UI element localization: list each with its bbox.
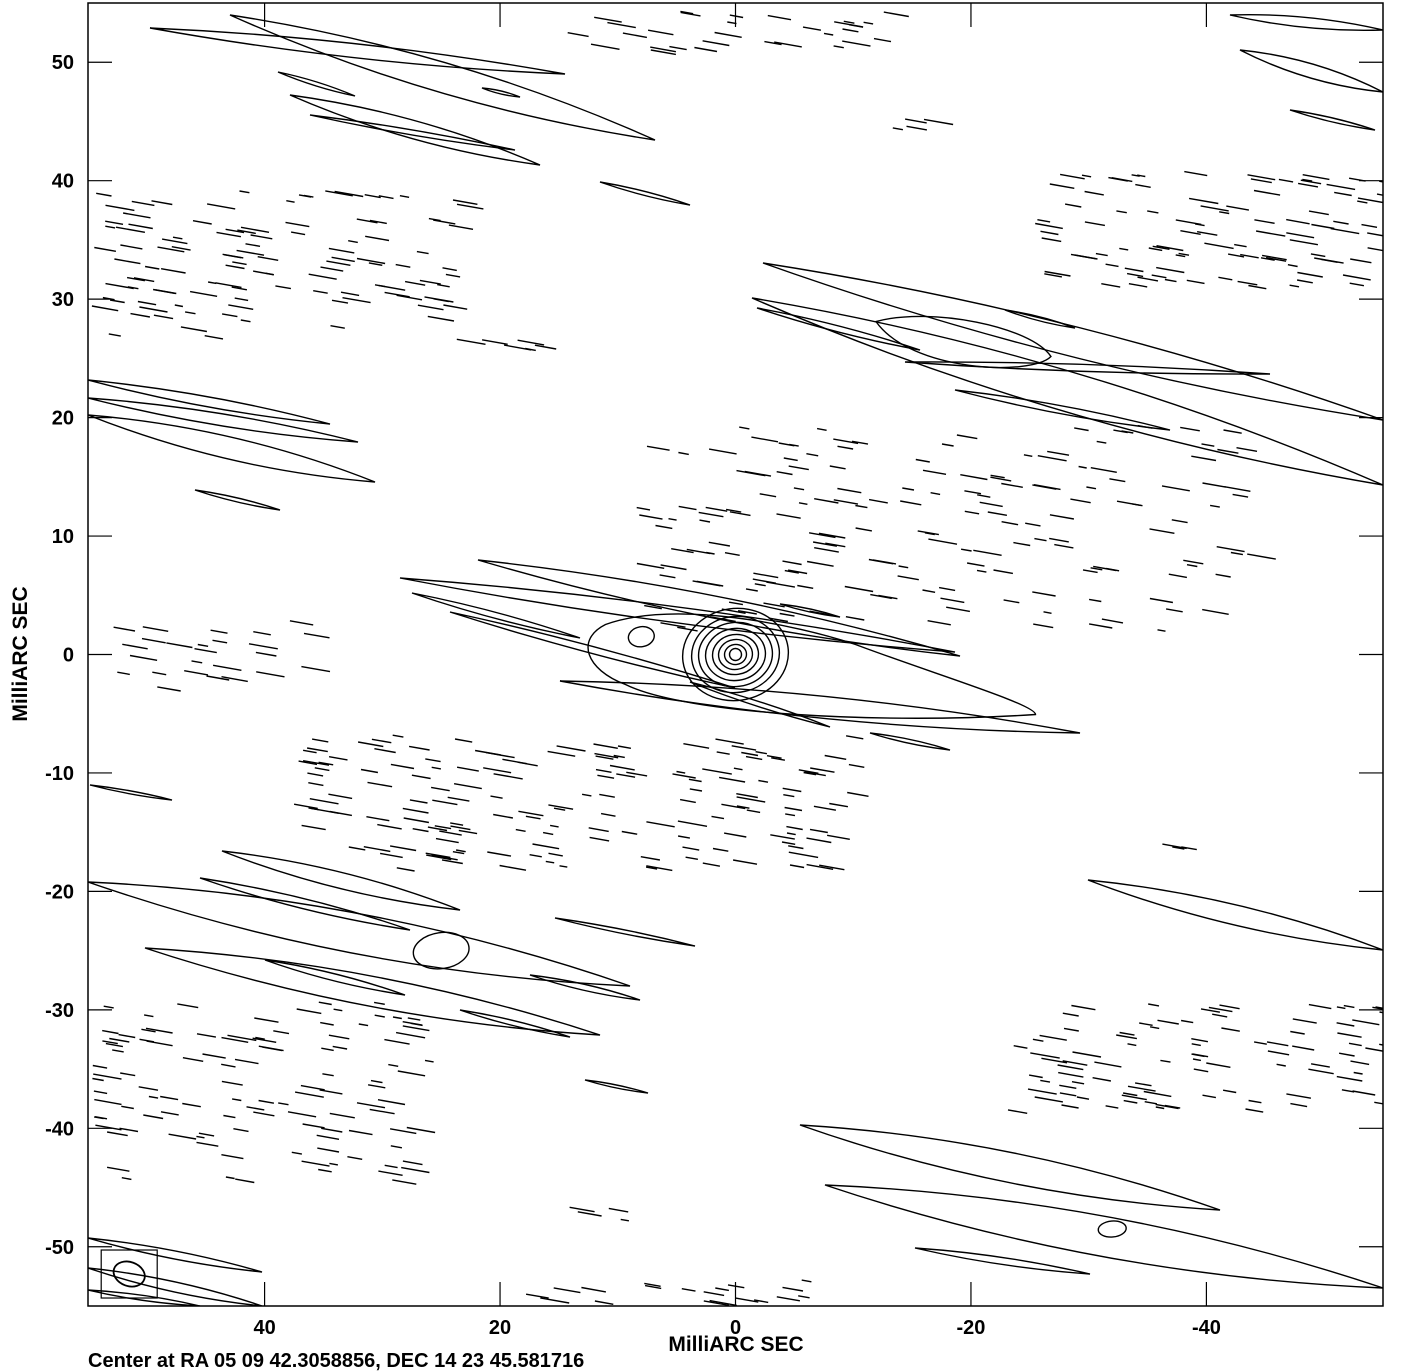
x-tick-label: 40: [253, 1317, 275, 1339]
x-tick-label: -40: [1192, 1317, 1221, 1339]
y-tick-label: 50: [52, 52, 74, 74]
y-tick-label: 30: [52, 289, 74, 311]
y-tick-label: 0: [63, 645, 74, 667]
x-tick-label: -20: [957, 1317, 986, 1339]
y-tick-label: 40: [52, 171, 74, 193]
y-tick-label: 20: [52, 408, 74, 430]
y-tick-label: 10: [52, 526, 74, 548]
y-tick-label: -30: [45, 1000, 74, 1022]
y-tick-label: -40: [45, 1118, 74, 1140]
y-axis-title: MilliARC SEC: [9, 586, 32, 721]
negative-contour-dash: [1383, 193, 1403, 197]
center-coordinates-label: Center at RA 05 09 42.3058856, DEC 14 23…: [88, 1351, 584, 1371]
y-tick-label: -20: [45, 881, 74, 903]
plot-frame: [88, 3, 1383, 1306]
x-tick-label: 20: [489, 1317, 511, 1339]
x-axis-title: MilliARC SEC: [668, 1333, 803, 1356]
y-tick-label: -10: [45, 763, 74, 785]
y-tick-labels: 50 40 30 20 10 0 -10 -20 -30 -40 -50: [45, 52, 74, 1259]
y-tick-label: -50: [45, 1237, 74, 1259]
